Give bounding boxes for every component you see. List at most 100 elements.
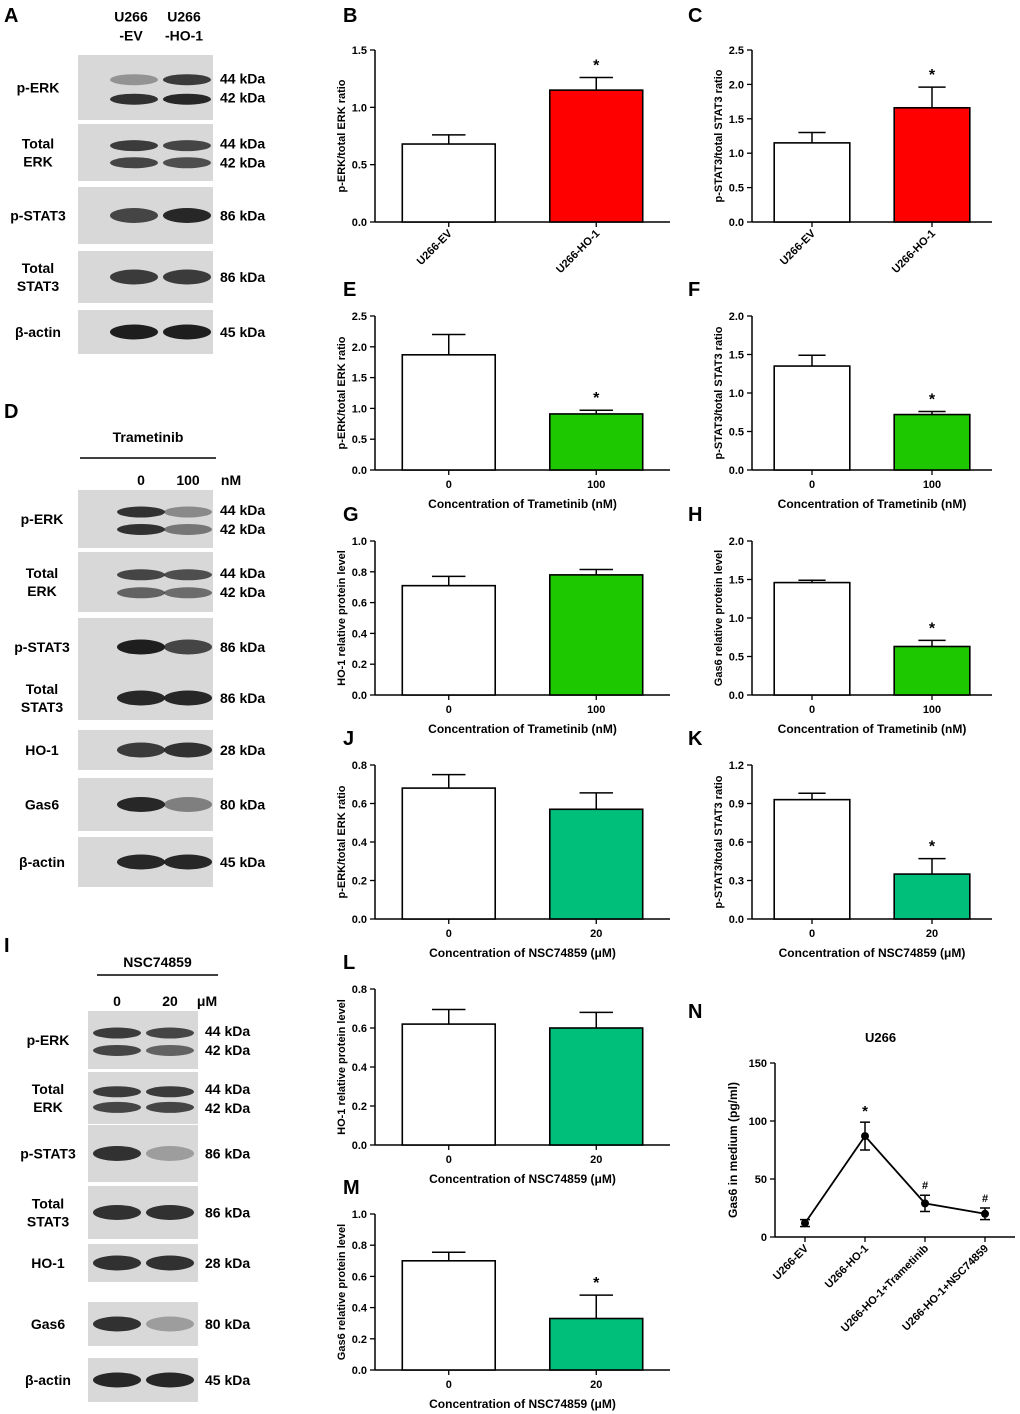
y-axis-label: p-STAT3/total STAT3 ratio <box>713 326 725 459</box>
chart-e: 0.0 0.5 1.0 1.5 2.0 2.5 p-ERK/total ERK ratio 0… <box>336 311 670 511</box>
bar <box>893 413 971 471</box>
blot-panel-d: Trametinib 0 100 nM p-ERK 44 kDa 42 kDa Total ER… <box>14 429 265 887</box>
panel-letter-f: F <box>688 279 700 301</box>
significance-mark: * <box>593 58 600 75</box>
chart-k: 0.0 0.3 0.6 0.9 1.2 p-STAT3/total STAT3 ratio… <box>713 760 992 960</box>
blot-band <box>117 587 165 599</box>
kda-label: 44 kDa <box>220 136 265 152</box>
y-tick-label: 0.0 <box>352 1365 367 1377</box>
kda-label: 44 kDa <box>220 565 265 581</box>
blot-row-label: Gas6 <box>31 1316 65 1332</box>
blot-band <box>163 93 211 105</box>
y-tick-label: 2.0 <box>729 536 744 548</box>
blot-band <box>164 639 212 655</box>
significance-mark: * <box>862 1103 868 1120</box>
blot-row-label-line: p-STAT3 <box>14 639 70 655</box>
chart-h: 0.0 0.5 1.0 1.5 2.0 Gas6 relative protein lev… <box>713 536 992 736</box>
y-axis-label: Gas6 relative protein level <box>713 550 725 686</box>
bar <box>773 798 851 920</box>
panel-letter-a: A <box>4 5 18 27</box>
y-tick-label: 0.5 <box>352 434 367 446</box>
y-tick-label: 2.0 <box>729 79 744 91</box>
blot-band <box>93 1146 141 1161</box>
blot-row-label: p-ERK <box>17 80 60 96</box>
blot-band <box>110 269 158 285</box>
y-axis-label: p-STAT3/total STAT3 ratio <box>713 69 725 202</box>
blot-band <box>110 208 158 223</box>
y-tick-label: 0.5 <box>729 652 744 664</box>
kda-label: 45 kDa <box>220 324 265 340</box>
blot-strip <box>78 490 213 548</box>
y-tick-label: 2.5 <box>729 45 744 57</box>
y-tick-label: 0.8 <box>352 1240 367 1252</box>
bar <box>548 1317 644 1371</box>
x-tick-label: 0 <box>446 704 452 716</box>
y-tick-label: 0.0 <box>729 914 744 926</box>
x-tick-label: 100 <box>587 479 605 491</box>
dose-label: 0 <box>113 993 121 1009</box>
blot-row-label-line: Total <box>26 681 58 697</box>
blot-strip <box>78 124 213 181</box>
y-tick-label: 1.5 <box>352 45 367 57</box>
y-tick-label: 0 <box>761 1232 767 1244</box>
blot-row-label-line: β-actin <box>15 324 61 340</box>
bar <box>893 645 971 696</box>
y-tick-label: 1.0 <box>729 148 744 160</box>
bar <box>401 584 497 696</box>
blot-row-label-line: Total <box>22 260 54 276</box>
blot-band <box>164 569 212 581</box>
x-axis-label: Concentration of NSC74859 (μM) <box>779 946 966 960</box>
kda-label: 44 kDa <box>220 71 265 87</box>
blot-strip <box>88 1011 198 1069</box>
y-tick-label: 0.8 <box>352 567 367 579</box>
blot-strip <box>88 1072 198 1124</box>
y-tick-label: 2.0 <box>729 311 744 323</box>
kda-label: 42 kDa <box>220 521 265 537</box>
y-tick-label: 1.5 <box>729 114 744 126</box>
blot-band <box>146 1255 194 1271</box>
blot-band <box>117 797 165 812</box>
blot-row-label: Total ERK <box>32 1081 64 1115</box>
blot-row-label: β-actin <box>25 1372 71 1388</box>
significance-mark: * <box>929 391 936 408</box>
kda-label: 86 kDa <box>220 269 265 285</box>
blot-row-label-line: Gas6 <box>25 797 59 813</box>
blot-row-label-line: Total <box>26 565 58 581</box>
dose-label: 100 <box>176 472 200 488</box>
y-tick-label: 0.0 <box>352 1140 367 1152</box>
data-point <box>801 1219 809 1228</box>
blot-band <box>117 742 165 758</box>
y-tick-label: 0.0 <box>729 217 744 229</box>
data-point <box>981 1209 989 1218</box>
chart-l: 0.0 0.2 0.4 0.6 0.8 HO-1 relative protein lev… <box>336 984 670 1186</box>
x-tick-label: 0 <box>446 479 452 491</box>
blot-row-label-line: HO-1 <box>31 1255 65 1271</box>
sample-label-line: -HO-1 <box>165 28 203 44</box>
y-axis-label: p-ERK/total ERK ratio <box>336 79 348 192</box>
blot-band <box>117 569 165 581</box>
panel-letter-k: K <box>688 728 703 750</box>
kda-label: 42 kDa <box>205 1100 250 1116</box>
chart-g: 0.0 0.2 0.4 0.6 0.8 1.0 HO-1 relative protein … <box>336 536 670 736</box>
blot-band <box>164 854 212 870</box>
blot-row-label-line: ERK <box>33 1099 63 1115</box>
x-tick-label: U266-EV <box>778 227 819 268</box>
blot-band <box>93 1372 141 1388</box>
kda-label: 42 kDa <box>220 584 265 600</box>
data-point <box>921 1199 929 1208</box>
bar <box>893 106 971 223</box>
panel-letter-g: G <box>343 504 359 526</box>
kda-label: 86 kDa <box>205 1205 250 1221</box>
drug-label: NSC74859 <box>123 954 192 970</box>
dose-label: 0 <box>137 472 145 488</box>
blot-band <box>146 1316 194 1332</box>
x-tick-label: 0 <box>809 479 815 491</box>
blot-panel-i: NSC74859 0 20 μM p-ERK 44 kDa 42 kDa Total ERK 44… <box>20 954 250 1402</box>
data-point <box>861 1132 869 1141</box>
blot-band <box>117 854 165 870</box>
blot-row-label-line: p-STAT3 <box>20 1146 76 1162</box>
bar <box>773 581 851 696</box>
x-tick-label: 20 <box>926 928 938 940</box>
blot-row-label-line: STAT3 <box>21 699 63 715</box>
